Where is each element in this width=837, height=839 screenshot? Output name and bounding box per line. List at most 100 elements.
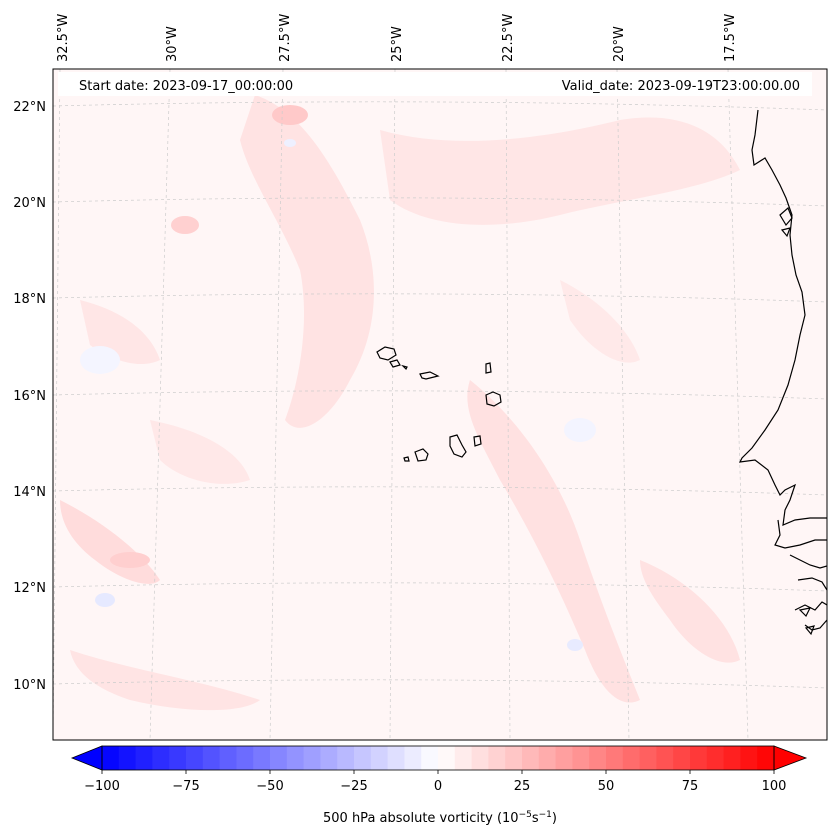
colorbar-bin (102, 746, 120, 770)
vorticity-band-diagonal (467, 380, 640, 703)
colorbar-bin (387, 746, 405, 770)
map-panel: Start date: 2023-09-17_00:00:00 Valid_da… (53, 69, 827, 740)
island-sal (485, 362, 492, 374)
colorbar-bin (152, 746, 170, 770)
coastal-islet-3 (798, 607, 812, 618)
colorbar-bin (118, 746, 137, 770)
colorbar-bin (202, 746, 221, 770)
colorbar-bin (488, 746, 506, 770)
colorbar-bin (320, 746, 338, 770)
colorbar-bin (740, 746, 758, 770)
bijagos-coastline (789, 554, 827, 569)
colorbar-bin (186, 746, 204, 770)
island-santa-luzia (401, 364, 408, 371)
parallel-18n (53, 293, 827, 303)
colorbar-bin (589, 746, 607, 770)
colorbar-bins (102, 746, 775, 770)
vorticity-min-south (567, 639, 583, 651)
colorbar-bin (236, 746, 254, 770)
meridian-30w (149, 69, 171, 740)
colorbar-tick-label: −25 (340, 779, 367, 794)
coastlines (376, 109, 827, 636)
lat-label-14n: 14°N (13, 485, 46, 500)
parallel-14n (53, 486, 827, 496)
colorbar: −100 −75 −50 −25 0 25 50 75 100 500 hPa absolute… (70, 745, 808, 826)
lon-label-32-5w: 32.5°W (56, 14, 71, 62)
island-maio (473, 435, 482, 447)
meridian-22-5w (505, 69, 511, 740)
island-brava (403, 456, 410, 462)
colorbar-bin (253, 746, 271, 770)
vorticity-min-southwest (95, 593, 115, 607)
lat-label-16n: 16°N (13, 389, 46, 404)
colorbar-bin (421, 746, 439, 770)
colorbar-bin (454, 746, 473, 770)
island-santiago (449, 434, 467, 458)
island-fogo (414, 448, 429, 462)
lat-label-20n: 20°N (13, 196, 46, 211)
colorbar-bin (757, 746, 775, 770)
meridian-17-5w (727, 69, 749, 740)
colorbar-bin (135, 746, 153, 770)
colorbar-bin (404, 746, 422, 770)
coastal-islet-1 (779, 206, 793, 227)
lon-label-30w: 30°W (165, 26, 180, 62)
colorbar-bin (337, 746, 355, 770)
lon-label-20w: 20°W (612, 26, 627, 62)
meridian-32-5w (53, 69, 61, 740)
vorticity-min-west (80, 346, 120, 374)
colorbar-bin (656, 746, 674, 770)
lat-label-12n: 12°N (13, 581, 46, 596)
colorbar-extend-low (70, 745, 103, 771)
colorbar-bin (370, 746, 389, 770)
vorticity-patch-south (70, 650, 260, 711)
colorbar-tick-label: 100 (762, 779, 787, 794)
latitude-axis: 22°N 20°N 18°N 16°N 14°N 12°N 10°N (13, 100, 46, 693)
valid-date-label: Valid_date: 2023-09-19T23:00:00.00 (562, 79, 800, 94)
island-sao-vicente (389, 359, 401, 368)
colorbar-ticks: −100 −75 −50 −25 0 25 50 75 100 (84, 770, 786, 794)
parallel-12n (53, 582, 827, 592)
colorbar-bin (723, 746, 741, 770)
colorbar-bin (169, 746, 187, 770)
guinea-coastline (797, 577, 827, 591)
parallel-22n (53, 101, 827, 111)
map-frame (52, 68, 828, 741)
colorbar-bin (219, 746, 237, 770)
lat-label-10n: 10°N (13, 678, 46, 693)
colorbar-bin (270, 746, 288, 770)
longitude-axis: 32.5°W 30°W 27.5°W 25°W 22.5°W 20°W 17.5… (56, 14, 738, 62)
colorbar-tick-label: 0 (434, 779, 442, 794)
colorbar-tick-label: 75 (682, 779, 699, 794)
parallel-20n (53, 197, 827, 207)
coastal-islet-2 (780, 227, 791, 238)
colorbar-bin (505, 746, 523, 770)
lon-label-25w: 25°W (390, 26, 405, 62)
colorbar-bin (673, 746, 691, 770)
vorticity-band-east (380, 117, 740, 225)
lon-label-22-5w: 22.5°W (501, 14, 516, 62)
vorticity-field (60, 95, 740, 711)
sierra-coastline (794, 601, 827, 611)
colorbar-extend-high (773, 745, 808, 771)
colorbar-bin (572, 746, 590, 770)
colorbar-bin (286, 746, 305, 770)
vorticity-band-northwest (240, 95, 374, 428)
vorticity-min-north (284, 139, 296, 147)
meridian-25w (389, 69, 396, 740)
vorticity-max-northwest (171, 216, 199, 234)
colorbar-bin (555, 746, 573, 770)
vorticity-min-east (564, 418, 596, 442)
vorticity-patch-center (150, 420, 250, 484)
lat-label-22n: 22°N (13, 100, 46, 115)
lon-label-27-5w: 27.5°W (278, 14, 293, 62)
colorbar-title: 500 hPa absolute vorticity (10−5s−1) (323, 810, 557, 826)
coastal-islet-4 (804, 625, 815, 636)
colorbar-tick-label: −50 (256, 779, 283, 794)
colorbar-bin (354, 746, 372, 770)
start-date-label: Start date: 2023-09-17_00:00:00 (79, 79, 293, 94)
colorbar-tick-label: 50 (598, 779, 615, 794)
colorbar-bin (471, 746, 489, 770)
africa-coastline (738, 109, 827, 526)
